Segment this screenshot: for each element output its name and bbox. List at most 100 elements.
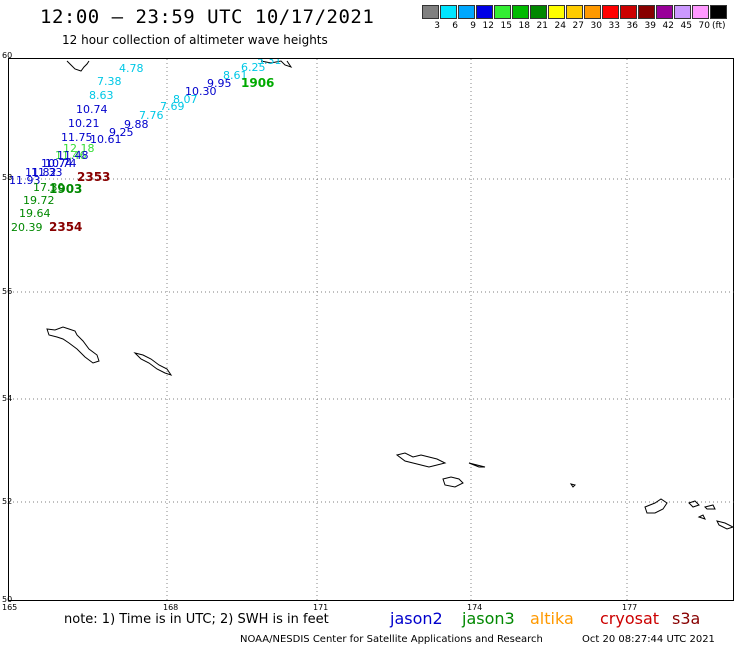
wave-height-label: 9.88 — [124, 118, 149, 131]
coastline-agattu — [468, 462, 486, 468]
legend-swatch — [620, 5, 637, 19]
coastline-medny-island — [133, 352, 173, 376]
legend-label: 33 — [608, 21, 620, 31]
wave-height-label: 7.69 — [160, 100, 185, 113]
legend-label: 24 — [554, 21, 566, 31]
wave-height-label: 19.72 — [23, 194, 55, 207]
legend-swatch — [458, 5, 475, 19]
legend-swatch — [530, 5, 547, 19]
legend-swatch — [494, 5, 511, 19]
legend-swatch — [422, 5, 439, 19]
legend-label: 42 — [662, 21, 674, 31]
legend-label: 3 — [434, 21, 440, 31]
wave-height-label: 4.78 — [119, 62, 144, 75]
coastlines — [46, 60, 735, 530]
longitude-tick: 177 — [622, 603, 638, 612]
wave-height-label: 9.95 — [207, 77, 232, 90]
coastline-rat-1 — [688, 500, 700, 508]
satellite-legend-item: jason2 — [390, 609, 443, 628]
wave-height-label: 12.18 — [63, 142, 95, 155]
coastline-amchitka — [716, 520, 735, 530]
legend-swatch — [440, 5, 457, 19]
legend-label: 6 — [452, 21, 458, 31]
coastline-kiska — [644, 498, 668, 514]
latitude-tick: 54 — [2, 394, 13, 403]
map-title: 12:00 – 23:59 UTC 10/17/2021 — [40, 6, 375, 28]
legend-labels: 3 6 9 12 15 18 21 24 27 30 33 36 39 42 45 70 (ft) — [422, 21, 728, 31]
coastline-northeast — [260, 60, 293, 68]
wave-height-label: 10.30 — [185, 85, 217, 98]
map-subtitle: 12 hour collection of altimeter wave hei… — [62, 33, 328, 47]
wave-height-label: 10.74 — [76, 103, 108, 116]
wave-height-label: 8.61 — [223, 69, 248, 82]
coastline-semichi — [442, 476, 464, 488]
legend-label: 30 — [590, 21, 602, 31]
legend-label: 27 — [572, 21, 584, 31]
legend-label: 39 — [644, 21, 656, 31]
satellite-legend-item: s3a — [672, 609, 701, 628]
map-frame: 5.31 6.25 8.61 9.95 10.30 8.07 7.69 7.76 9.88 9.2… — [8, 54, 735, 602]
coastline-bering-island — [46, 326, 100, 364]
wave-height-label: 19.64 — [19, 207, 51, 220]
wave-height-label: 11.75 — [61, 131, 93, 144]
wave-height-label: 10.74 — [45, 157, 77, 170]
satellite-legend-item: jason3 — [462, 609, 515, 628]
footnote: note: 1) Time is in UTC; 2) SWH is in fe… — [64, 612, 329, 627]
legend-label: 45 — [680, 21, 692, 31]
legend-unit: (ft) — [712, 21, 726, 31]
legend-label: 36 — [626, 21, 638, 31]
map-canvas: 5.316.258.619.9510.308.077.697.769.889.2… — [9, 54, 735, 602]
legend-swatch — [710, 5, 727, 19]
satellite-legend-item: altika — [530, 609, 574, 628]
legend-swatches — [422, 5, 728, 19]
coastline-kamchatka — [66, 60, 90, 72]
latitude-tick: 58 — [2, 173, 13, 182]
wave-height-label: 10.74 — [41, 157, 73, 170]
legend-swatch — [584, 5, 601, 19]
generated-timestamp: Oct 20 08:27:44 UTC 2021 — [582, 634, 715, 645]
color-legend: 3 6 9 12 15 18 21 24 27 30 33 36 39 42 45 70 (ft) — [422, 5, 728, 37]
track-time-label: 1906 — [241, 76, 274, 90]
wave-height-label: 10.21 — [68, 117, 100, 130]
wave-height-label: 11.46 — [55, 149, 87, 162]
legend-swatch — [548, 5, 565, 19]
legend-swatch — [476, 5, 493, 19]
legend-swatch — [692, 5, 709, 19]
coastline-buldir — [569, 483, 576, 488]
legend-swatch — [656, 5, 673, 19]
latitude-tick: 60 — [2, 51, 13, 60]
track-time-label: 2353 — [77, 170, 110, 184]
wave-height-label: 11.48 — [57, 149, 89, 162]
legend-swatch — [566, 5, 583, 19]
graticule — [9, 59, 735, 602]
wave-height-label: 8.63 — [89, 89, 114, 102]
longitude-tick: 174 — [467, 603, 483, 612]
legend-swatch — [512, 5, 529, 19]
track-time-label: 1903 — [49, 182, 82, 196]
wave-height-label: 7.76 — [139, 109, 164, 122]
longitude-tick: 171 — [313, 603, 329, 612]
legend-label: 18 — [518, 21, 530, 31]
legend-swatch — [638, 5, 655, 19]
legend-label: 12 — [482, 21, 494, 31]
longitude-tick: 165 — [2, 603, 18, 612]
latitude-tick: 56 — [2, 287, 13, 296]
legend-label: 9 — [470, 21, 476, 31]
track-time-label: 2354 — [49, 220, 82, 234]
latitude-tick: 50 — [2, 595, 13, 604]
legend-label: 15 — [500, 21, 512, 31]
latitude-tick: 52 — [2, 497, 13, 506]
legend-swatch — [674, 5, 691, 19]
wave-height-label: 20.39 — [11, 221, 43, 234]
wave-height-label: 7.38 — [97, 75, 122, 88]
coastline-attu-island — [395, 452, 447, 468]
wave-height-label: 17.30 — [33, 181, 65, 194]
wave-height-label: 9.25 — [109, 126, 134, 139]
wave-height-label: 11.33 — [31, 166, 63, 179]
coastline-rat-2 — [704, 504, 716, 510]
wave-height-label: 11.93 — [9, 174, 41, 187]
wave-height-label: 10.61 — [90, 133, 122, 146]
wave-height-label: 8.07 — [173, 93, 198, 106]
satellite-legend-item: cryosat — [600, 609, 660, 628]
longitude-tick: 168 — [163, 603, 179, 612]
